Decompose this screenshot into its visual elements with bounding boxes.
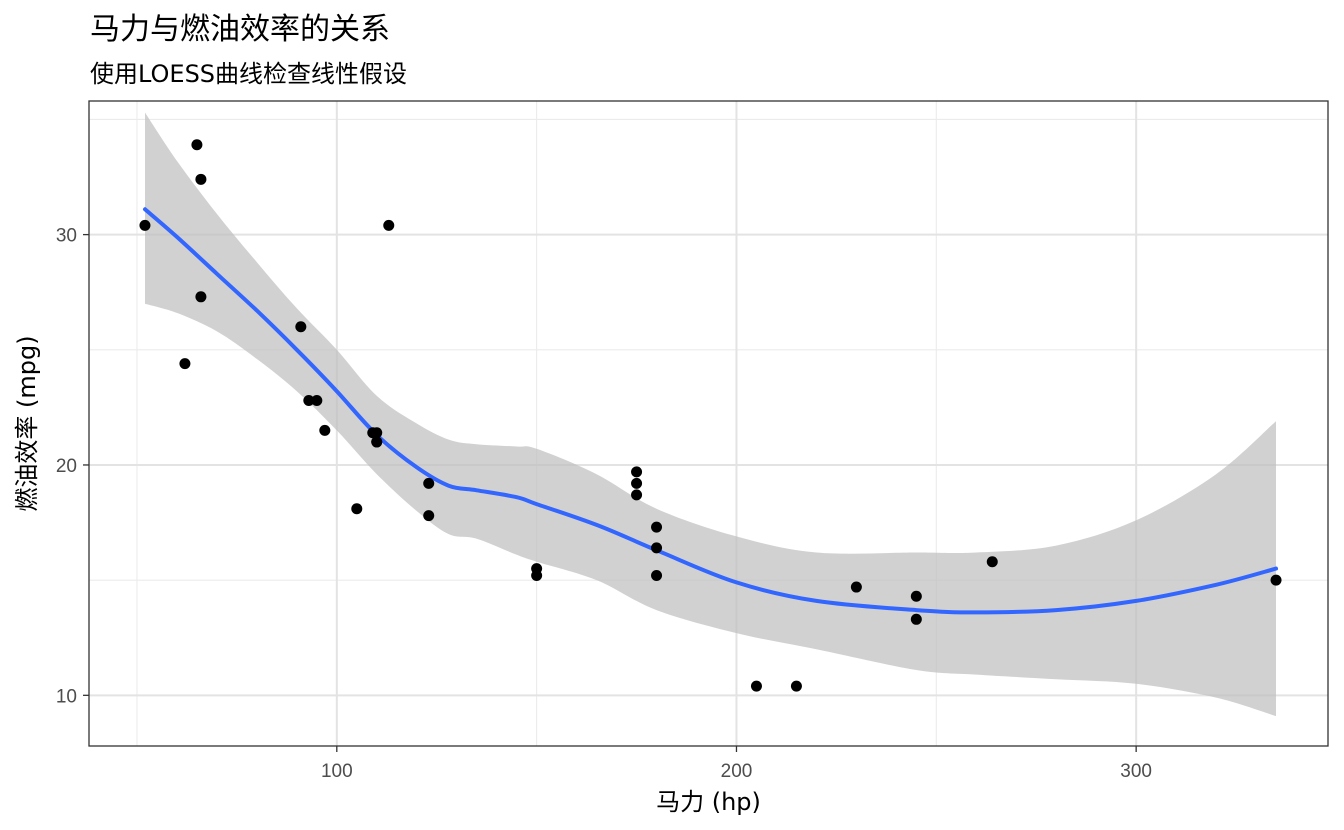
data-point <box>295 321 307 333</box>
data-point <box>750 680 762 692</box>
data-point <box>423 477 435 489</box>
data-point <box>423 510 435 522</box>
data-point <box>351 503 363 515</box>
data-point <box>631 489 643 501</box>
x-tick-label: 300 <box>1120 761 1152 782</box>
data-point <box>1270 574 1282 586</box>
data-point <box>311 394 323 406</box>
x-axis-title: 马力 (hp) <box>656 788 761 816</box>
data-point <box>651 570 663 582</box>
data-point <box>383 219 395 231</box>
y-tick-label: 30 <box>56 226 77 247</box>
data-point <box>195 291 207 303</box>
data-point <box>631 466 643 478</box>
data-point <box>191 139 203 151</box>
data-point <box>910 590 922 602</box>
loess-smooth-line <box>143 207 1278 615</box>
data-point <box>195 173 207 185</box>
data-point <box>631 477 643 489</box>
data-point <box>139 219 151 231</box>
data-point <box>910 613 922 625</box>
confidence-ribbon <box>145 112 1276 717</box>
panel-border <box>88 100 1329 747</box>
y-tick-label: 10 <box>56 686 77 707</box>
data-point <box>790 680 802 692</box>
y-tick-label: 20 <box>56 456 77 477</box>
data-point <box>986 556 998 568</box>
data-point <box>651 521 663 533</box>
chart-subtitle: 使用LOESS曲线检查线性假设 <box>90 60 408 88</box>
data-point <box>531 570 543 582</box>
data-point <box>179 358 191 370</box>
x-tick-label: 100 <box>321 761 353 782</box>
data-point <box>303 394 315 406</box>
y-axis-title: 燃油效率 (mpg) <box>13 335 41 511</box>
data-point <box>651 542 663 554</box>
data-point <box>367 427 379 439</box>
x-tick-label: 200 <box>721 761 753 782</box>
data-point <box>371 436 383 448</box>
chart-title: 马力与燃油效率的关系 <box>90 12 390 47</box>
data-point <box>319 424 331 436</box>
data-points <box>139 139 1282 692</box>
axis-ticks: 100 200 300 10 20 30 <box>56 226 1152 782</box>
data-point <box>850 581 862 593</box>
